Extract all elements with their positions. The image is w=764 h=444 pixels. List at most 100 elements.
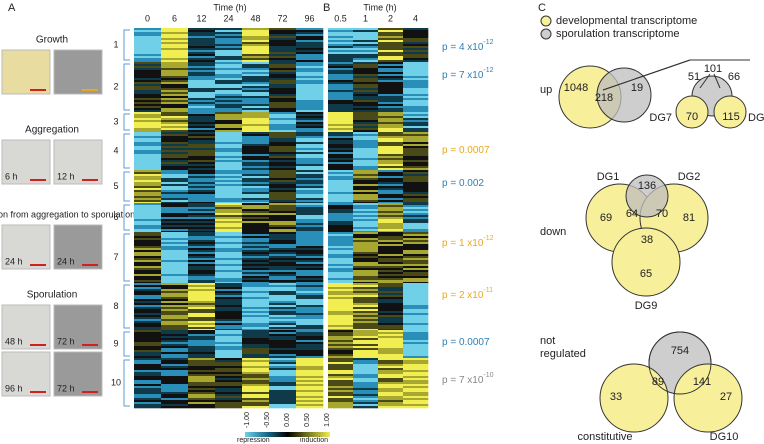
heatmap-cell [188, 330, 216, 333]
heatmap-cell [242, 254, 270, 257]
heatmap-cell [134, 319, 162, 322]
heatmap-cell [296, 36, 324, 39]
heatmap-cell [242, 50, 270, 53]
heatmap-cell [353, 346, 379, 349]
heatmap-cell [328, 174, 354, 177]
heatmap-cell [215, 223, 243, 226]
heatmap-cell [269, 307, 297, 310]
heatmap-cell [296, 388, 324, 391]
heatmap-cell [269, 144, 297, 147]
heatmap-cell [269, 110, 297, 113]
heatmap-cell [242, 323, 270, 326]
heatmap-cell [296, 124, 324, 127]
count: 101 [704, 63, 722, 75]
heatmap-cell [188, 317, 216, 320]
heatmap-cell [188, 280, 216, 283]
heatmap-cell [134, 158, 162, 161]
heatmap-cell [378, 194, 404, 197]
heatmap-cell [269, 32, 297, 35]
heatmap-cell [403, 264, 429, 267]
heatmap-cell [353, 270, 379, 273]
heatmap-cell [242, 234, 270, 237]
heatmap-cell [215, 76, 243, 79]
heatmap-cell [134, 289, 162, 292]
heatmap-cell [378, 360, 404, 363]
heatmap-cell [269, 146, 297, 149]
heatmap-cell [188, 334, 216, 337]
heatmap-cell [328, 234, 354, 237]
heatmap-cell [403, 390, 429, 393]
heatmap-cell [403, 198, 429, 201]
heatmap-cell [242, 44, 270, 47]
heatmap-cell [269, 106, 297, 109]
heatmap-cell [161, 402, 189, 405]
heatmap-cell [161, 154, 189, 157]
heatmap-cell [353, 301, 379, 304]
heatmap-cell [242, 370, 270, 373]
heatmap-cell [328, 190, 354, 193]
heatmap-cell [161, 54, 189, 57]
heatmap-cell [215, 248, 243, 251]
heatmap-cell [134, 166, 162, 169]
heatmap-cell [161, 406, 189, 409]
count: 1048 [564, 82, 588, 94]
heatmap-cell [353, 254, 379, 257]
heatmap-cell [328, 221, 354, 224]
heatmap-cell [353, 209, 379, 212]
heatmap-cell [328, 152, 354, 155]
scale-bar [245, 432, 330, 437]
heatmap-cell [161, 278, 189, 281]
photo [53, 304, 103, 350]
heatmap-cell [242, 219, 270, 222]
heatmap-cell [296, 209, 324, 212]
heatmap-cell [296, 88, 324, 91]
heatmap-cell [328, 28, 354, 31]
heatmap-cell [296, 305, 324, 308]
heatmap-cell [242, 289, 270, 292]
heatmap-cell [296, 372, 324, 375]
heatmap-cell [403, 80, 429, 83]
heatmap-cell [328, 70, 354, 73]
heatmap-cell [134, 205, 162, 208]
heatmap-cell [161, 390, 189, 393]
heatmap-cell [161, 250, 189, 253]
heatmap-cell [215, 158, 243, 161]
heatmap-cell [353, 219, 379, 222]
heatmap-cell [296, 293, 324, 296]
heatmap-cell [134, 146, 162, 149]
heatmap-cell [378, 364, 404, 367]
heatmap-cell [296, 215, 324, 218]
heatmap-cell [403, 88, 429, 91]
count: 70 [686, 111, 698, 123]
heatmap-cell [353, 176, 379, 179]
heatmap-cell [269, 96, 297, 99]
heatmap-cell [378, 264, 404, 267]
heatmap-cell [269, 42, 297, 45]
heatmap-cell [378, 186, 404, 189]
heatmap-cell [161, 398, 189, 401]
heatmap-cell [296, 319, 324, 322]
heatmap-cell [134, 270, 162, 273]
heatmap-cell [134, 285, 162, 288]
heatmap-cell [161, 374, 189, 377]
heatmap-cell [161, 72, 189, 75]
heatmap-cell [378, 258, 404, 261]
heatmap-cell [353, 138, 379, 141]
heatmap-cell [269, 70, 297, 73]
heatmap-cell [188, 120, 216, 123]
heatmap-cell [242, 128, 270, 131]
heatmap-cell [296, 248, 324, 251]
heatmap-cell [296, 287, 324, 290]
heatmap-cell [353, 404, 379, 407]
heatmap-cell [134, 180, 162, 183]
heatmap-cell [328, 384, 354, 387]
heatmap-cell [378, 44, 404, 47]
heatmap-cell [353, 42, 379, 45]
heatmap-cell [215, 72, 243, 75]
heatmap-cell [188, 180, 216, 183]
heatmap-cell [188, 319, 216, 322]
heatmap-cell [161, 280, 189, 283]
heatmap-cell [242, 229, 270, 232]
heatmap-cell [188, 307, 216, 310]
scale-tick: -1.00 [244, 412, 251, 428]
